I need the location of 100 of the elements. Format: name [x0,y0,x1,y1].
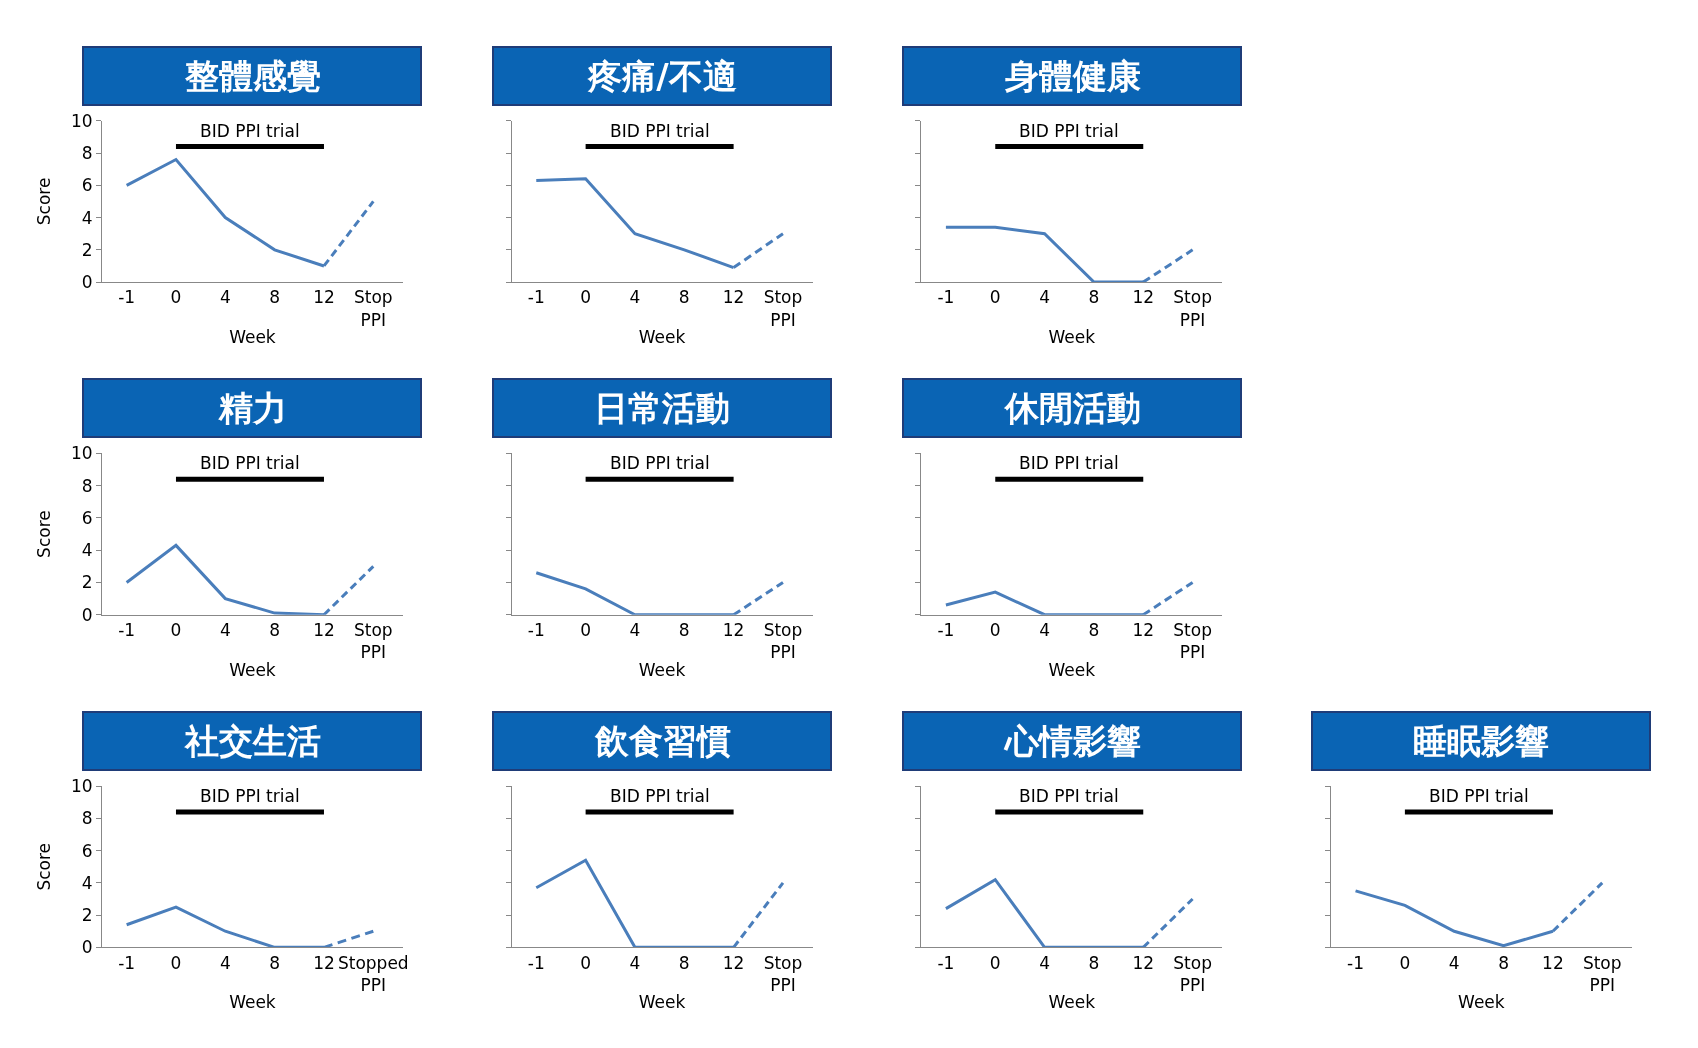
x-tick-label: -1 [937,287,955,308]
x-axis-title: Week [638,326,686,347]
x-tick-label: 8 [269,620,281,641]
x-axis-title: Week [229,659,276,680]
y-tick-label: 6 [81,507,93,528]
x-tick-label: -1 [118,620,136,641]
x-tick-label: 0 [580,952,592,973]
y-tick-label: 4 [81,872,93,893]
y-tick-label: 2 [81,905,93,926]
y-tick-label: 0 [81,604,93,625]
x-tick-label: -1 [527,620,545,641]
y-tick-label: 6 [81,840,93,861]
y-axis-title: Score [34,177,55,226]
x-tick-label: 12 [1132,952,1155,973]
x-tick-label: 12 [1132,287,1155,308]
y-tick-label: 2 [81,239,93,260]
x-tick-label: Stop PPI [1173,620,1212,663]
y-tick-label: 8 [81,143,93,164]
x-tick-label: -1 [937,952,955,973]
x-axis-title: Week [229,326,276,347]
y-tick-label: 8 [81,475,93,496]
series-label: BID PPI trial [610,453,710,473]
x-axis-title: Week [1048,659,1096,680]
chart-title: 精力 [217,388,287,428]
x-tick-label: 4 [629,287,641,308]
series-label: BID PPI trial [1019,786,1119,806]
x-tick-label: -1 [937,620,955,641]
y-tick-label: 10 [70,443,93,464]
x-tick-label: 8 [678,287,690,308]
y-tick-label: 0 [81,937,93,958]
x-tick-label: 0 [170,952,182,973]
chart-title: 疼痛/不適 [587,56,737,96]
x-tick-label: Stop PPI [1173,287,1212,330]
y-tick-label: 6 [81,175,93,196]
chart-title: 身體健康 [1003,56,1141,96]
x-tick-label: 0 [580,620,592,641]
chart-title: 日常活動 [594,388,730,428]
x-tick-label: 8 [1498,952,1509,973]
x-tick-label: 8 [678,952,690,973]
series-label: BID PPI trial [1019,121,1119,141]
x-axis-title: Week [229,992,276,1013]
x-tick-label: 0 [989,287,1001,308]
x-tick-label: 4 [1039,620,1050,641]
x-tick-label: Stop PPI [763,620,803,663]
x-tick-label: 12 [313,620,335,641]
x-tick-label: 4 [1039,952,1050,973]
x-tick-label: 0 [170,620,182,641]
series-label: BID PPI trial [610,121,710,141]
x-tick-label: 4 [219,287,231,308]
chart-title: 社交生活 [183,721,321,761]
chart-title: 休閒活動 [1003,388,1141,428]
chart-title: 心情影響 [1003,721,1141,761]
x-tick-label: Stop PPI [763,287,803,330]
y-tick-label: 8 [81,808,93,829]
x-tick-label: 0 [1399,952,1411,973]
series-label: BID PPI trial [200,121,300,141]
x-tick-label: Stop PPI [353,287,393,330]
x-tick-label: 0 [170,287,182,308]
x-tick-label: 4 [1448,952,1460,973]
series-label: BID PPI trial [1019,453,1119,473]
x-tick-label: 8 [1088,620,1100,641]
x-tick-label: -1 [118,952,136,973]
x-tick-label: 8 [269,952,281,973]
x-tick-label: 0 [580,287,592,308]
series-label: BID PPI trial [200,786,300,806]
chart-title: 飲食習慣 [593,721,731,761]
x-tick-label: Stop PPI [1173,952,1212,995]
x-tick-label: 12 [1542,952,1564,973]
y-tick-label: 0 [81,272,93,293]
x-tick-label: 0 [989,620,1001,641]
x-axis-title: Week [638,992,686,1013]
x-tick-label: 8 [269,287,281,308]
chart-title: 睡眠影響 [1413,721,1549,761]
y-tick-label: 2 [81,572,93,593]
x-tick-label: 12 [722,287,745,308]
x-tick-label: 12 [313,287,335,308]
y-tick-label: 4 [81,207,93,228]
series-label: BID PPI trial [1429,786,1529,806]
series-label: BID PPI trial [610,786,710,806]
x-tick-label: 8 [678,620,690,641]
series-label: BID PPI trial [200,453,300,473]
x-tick-label: 12 [722,952,745,973]
x-tick-label: 12 [722,620,745,641]
x-tick-label: 4 [219,952,231,973]
y-tick-label: 4 [81,540,93,561]
x-axis-title: Week [1048,326,1096,347]
x-axis-title: Week [638,659,686,680]
y-tick-label: 10 [70,776,93,797]
x-tick-label: 4 [1039,287,1050,308]
x-axis-title: Week [1458,992,1505,1013]
x-tick-label: -1 [527,287,545,308]
x-tick-label: -1 [1347,952,1365,973]
x-tick-label: 4 [629,952,641,973]
x-tick-label: Stop PPI [353,620,393,663]
x-tick-label: 8 [1088,952,1100,973]
y-tick-label: 10 [70,110,93,131]
x-tick-label: Stop PPI [763,952,803,995]
x-tick-label: 12 [313,952,335,973]
x-tick-label: 0 [989,952,1001,973]
x-tick-label: -1 [527,952,545,973]
